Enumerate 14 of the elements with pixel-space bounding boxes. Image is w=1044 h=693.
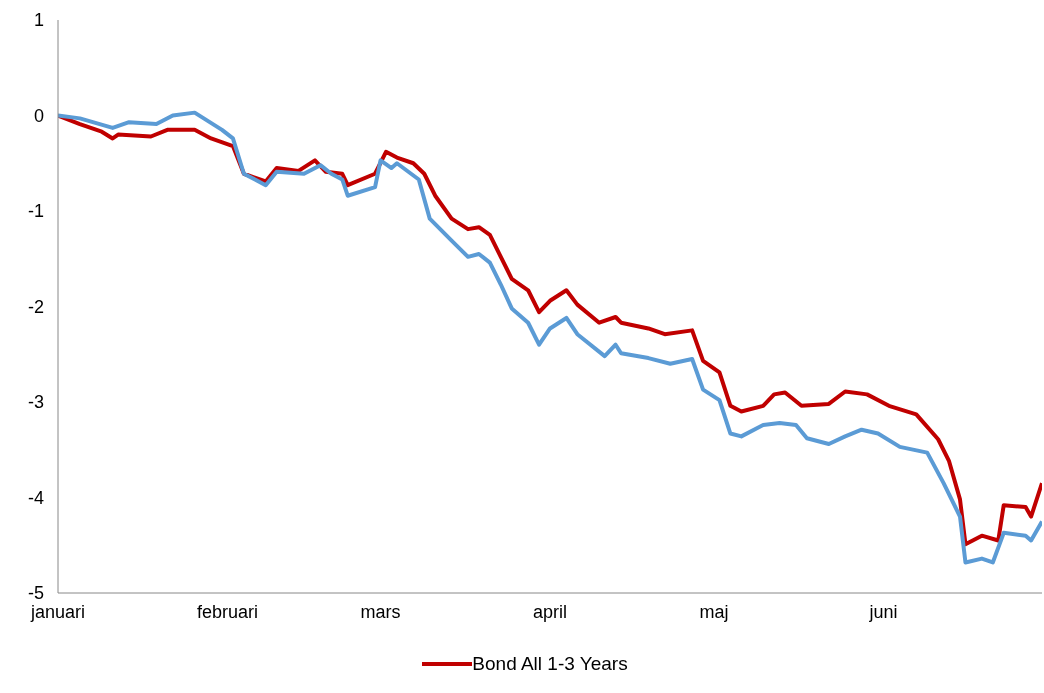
x-tick-label: juni	[868, 601, 898, 622]
x-tick-label: januari	[29, 601, 86, 622]
x-tick-label: maj	[699, 601, 729, 622]
y-tick-label: -4	[27, 487, 44, 508]
x-tick-label: mars	[360, 601, 401, 622]
y-tick-label: 0	[33, 105, 44, 126]
y-tick-label: -3	[27, 392, 44, 413]
y-tick-label: -5	[27, 583, 44, 604]
y-tick-label: -1	[27, 201, 44, 222]
x-tick-label: april	[532, 601, 568, 622]
legend-label: Bond All 1-3 Years	[472, 653, 628, 675]
x-tick-label: februari	[196, 601, 258, 622]
y-tick-label: -2	[27, 296, 44, 317]
y-tick-label: 1	[33, 10, 44, 31]
